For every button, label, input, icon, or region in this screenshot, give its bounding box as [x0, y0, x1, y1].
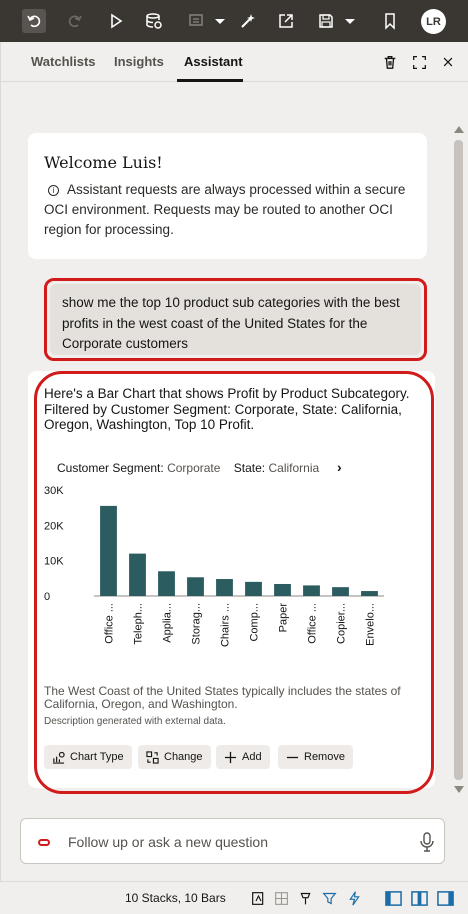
filter-label: Customer Segment:	[57, 461, 164, 475]
x-tick-label: Copier...	[336, 603, 348, 644]
filter-value: Corporate	[167, 461, 221, 475]
bar[interactable]	[245, 581, 262, 596]
bar[interactable]	[361, 591, 378, 596]
bar[interactable]	[303, 585, 320, 596]
comment-icon[interactable]	[184, 9, 208, 33]
change-label: Change	[164, 751, 203, 763]
status-bar: 10 Stacks, 10 Bars	[0, 881, 468, 914]
x-tick-label: Envelo...	[365, 603, 377, 646]
input-placeholder: Follow up or ask a new question	[68, 834, 268, 850]
minus-icon	[286, 756, 299, 758]
bar[interactable]	[216, 579, 233, 596]
y-tick-label: 10K	[44, 556, 64, 568]
chart-type-button[interactable]: Chart Type	[44, 745, 132, 769]
x-tick-label: Paper	[278, 603, 290, 633]
panel-left-border	[0, 42, 1, 881]
x-tick-label: Comp...	[249, 603, 261, 642]
welcome-card: Welcome Luis! i Assistant requests are al…	[28, 133, 427, 259]
y-tick-label: 0	[44, 591, 50, 603]
tab-watchlists[interactable]: Watchlists	[31, 54, 96, 69]
filter-bar[interactable]: Customer Segment: Corporate State: Calif…	[57, 461, 329, 475]
y-tick-label: 30K	[44, 485, 64, 497]
left-panel-icon[interactable]	[384, 889, 402, 907]
chevron-right-icon[interactable]: ›	[337, 459, 342, 475]
x-tick-label: Office ...	[307, 603, 319, 644]
info-icon: i	[48, 185, 59, 196]
tab-insights[interactable]: Insights	[114, 54, 164, 69]
add-button[interactable]: Add	[216, 745, 270, 769]
plus-icon	[224, 751, 237, 763]
bar[interactable]	[332, 587, 349, 596]
filter-icon[interactable]	[320, 889, 338, 907]
export-icon[interactable]	[274, 9, 298, 33]
pin-icon[interactable]	[296, 889, 314, 907]
answer-text: Here's a Bar Chart that shows Profit by …	[44, 386, 410, 432]
change-icon	[146, 750, 159, 764]
bar[interactable]	[100, 505, 117, 596]
y-tick-label: 20K	[44, 520, 64, 532]
follow-up-input[interactable]: Follow up or ask a new question	[20, 818, 445, 864]
chart-description: The West Coast of the United States typi…	[44, 684, 401, 711]
play-icon[interactable]	[104, 9, 128, 33]
prompt-highlight: show me the top 10 product sub categorie…	[44, 278, 427, 361]
x-tick-label: Applia...	[162, 603, 174, 643]
chart-type-label: Chart Type	[70, 751, 124, 763]
x-tick-label: Office ...	[104, 603, 116, 644]
filter-value: California	[268, 461, 320, 475]
trash-icon[interactable]	[381, 53, 399, 71]
x-tick-label: Chairs ...	[220, 603, 232, 647]
welcome-body: Assistant requests are always processed …	[44, 182, 406, 237]
oracle-logo-icon	[38, 839, 50, 846]
grid-icon[interactable]	[272, 889, 290, 907]
bookmark-icon[interactable]	[378, 9, 402, 33]
chart-type-icon	[52, 751, 65, 764]
remove-label: Remove	[304, 751, 345, 763]
data-refresh-icon[interactable]	[142, 9, 166, 33]
status-text: 10 Stacks, 10 Bars	[125, 891, 226, 905]
bar[interactable]	[274, 583, 291, 596]
right-panel-icon[interactable]	[436, 889, 454, 907]
bar-chart[interactable]: 0 10K 20K 30K Office ... Teleph... Applia... St…	[44, 480, 404, 670]
scroll-down-icon[interactable]	[454, 786, 464, 793]
answer-highlight	[34, 371, 434, 794]
magic-icon[interactable]	[236, 9, 260, 33]
avatar[interactable]: LR	[421, 9, 446, 34]
filter-label: State:	[233, 461, 266, 475]
bar[interactable]	[129, 553, 146, 596]
grammar-icon[interactable]	[249, 889, 267, 907]
redo-icon	[63, 9, 87, 33]
description-note: Description generated with external data…	[44, 716, 226, 727]
user-prompt-bubble: show me the top 10 product sub categorie…	[50, 284, 421, 355]
bar[interactable]	[158, 571, 175, 596]
scrollbar-thumb[interactable]	[454, 140, 463, 780]
save-icon[interactable]	[314, 9, 338, 33]
microphone-icon[interactable]	[419, 832, 435, 852]
scroll-up-icon[interactable]	[454, 126, 464, 133]
welcome-title: Welcome Luis!	[44, 153, 163, 172]
top-toolbar: LR	[0, 0, 468, 42]
bar[interactable]	[187, 577, 204, 596]
comment-dropdown-icon[interactable]	[208, 9, 232, 33]
lightning-icon[interactable]	[345, 889, 363, 907]
close-icon[interactable]	[439, 53, 457, 71]
welcome-body-wrap: i Assistant requests are always processed…	[44, 180, 411, 240]
panel-tabs: Watchlists Insights Assistant	[0, 42, 468, 82]
expand-icon[interactable]	[410, 53, 428, 71]
x-tick-label: Teleph...	[133, 603, 145, 645]
x-tick-label: Storag...	[191, 603, 203, 645]
active-tab-indicator	[177, 79, 243, 82]
remove-button[interactable]: Remove	[278, 745, 353, 769]
split-panel-icon[interactable]	[410, 889, 428, 907]
undo-icon[interactable]	[22, 9, 46, 33]
save-dropdown-icon[interactable]	[338, 9, 362, 33]
add-label: Add	[242, 751, 262, 763]
change-button[interactable]: Change	[138, 745, 211, 769]
tab-assistant[interactable]: Assistant	[184, 54, 243, 69]
